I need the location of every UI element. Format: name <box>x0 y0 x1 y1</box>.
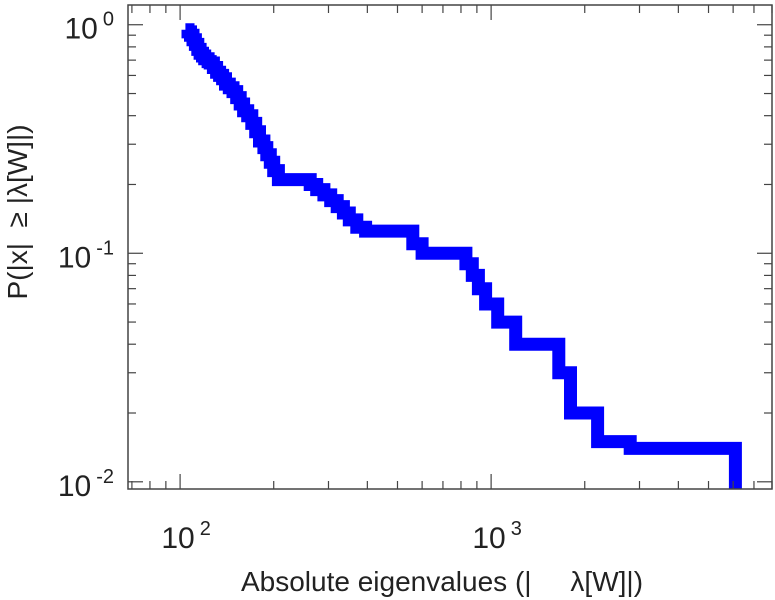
ticks-layer <box>128 5 773 489</box>
y-tick-label: 10 -2 <box>58 466 114 503</box>
x-tick-label-exponent: 2 <box>200 518 211 540</box>
y-tick-label-exponent: 0 <box>103 9 114 31</box>
x-tick-label-base: 10 <box>472 522 505 555</box>
y-tick-label-exponent: -1 <box>96 237 114 259</box>
y-axis-label: P(|x| ≥ |λ[W]|) <box>2 124 33 299</box>
y-tick-label: 10 0 <box>65 9 115 46</box>
tick-labels-layer: 10 2 10 310 010 -110 -2 <box>58 9 522 555</box>
x-tick-label-exponent: 3 <box>511 518 522 540</box>
y-tick-label: 10 -1 <box>58 237 114 274</box>
x-tick-label-base: 10 <box>161 522 194 555</box>
series-layer <box>181 23 742 489</box>
y-tick-label-base: 10 <box>58 241 91 274</box>
x-tick-label: 10 3 <box>472 518 522 555</box>
y-tick-label-exponent: -2 <box>96 466 114 488</box>
y-tick-label-base: 10 <box>65 13 98 46</box>
plot-frame <box>127 4 773 490</box>
series-line <box>181 23 742 489</box>
x-axis-label: Absolute eigenvalues (| λ[W]|) <box>241 566 643 597</box>
y-tick-label-base: 10 <box>58 470 91 503</box>
x-tick-label: 10 2 <box>161 518 211 555</box>
